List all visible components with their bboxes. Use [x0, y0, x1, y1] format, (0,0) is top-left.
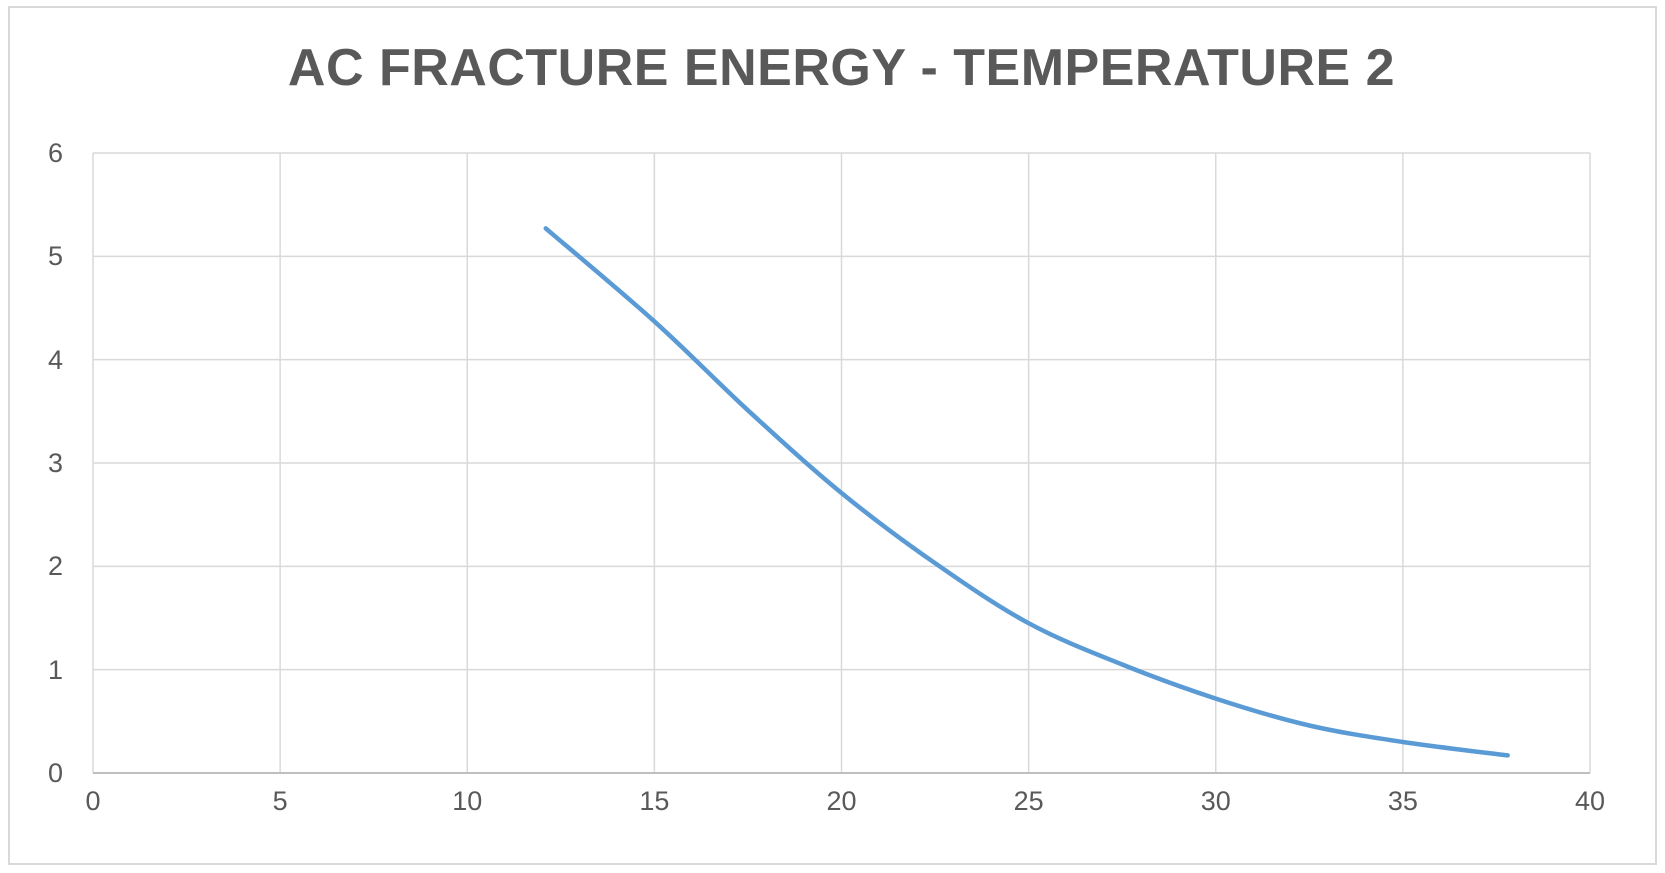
- y-tick-label: 5: [47, 241, 63, 272]
- x-tick-label: 15: [639, 786, 670, 816]
- series-line: [543, 226, 1510, 758]
- x-tick-label: 35: [1387, 786, 1418, 816]
- x-tick-label: 40: [1574, 786, 1606, 816]
- chart-title: AC FRACTURE ENERGY - TEMPERATURE 2: [287, 39, 1396, 97]
- x-tick-label: 20: [826, 786, 857, 816]
- chart-frame: [8, 6, 1657, 865]
- gridlines: [92, 152, 1591, 773]
- y-tick-label: 0: [47, 758, 63, 788]
- y-tick-label: 2: [47, 551, 63, 582]
- x-tick-label: 0: [85, 786, 101, 816]
- y-tick-label: 4: [47, 344, 63, 375]
- y-tick-label: 3: [47, 448, 63, 478]
- x-tick-label: 10: [452, 786, 483, 816]
- x-tick-label: 30: [1200, 786, 1231, 816]
- y-tick-label: 1: [47, 654, 63, 685]
- x-tick-label: 25: [1013, 786, 1044, 816]
- y-tick-label: 6: [47, 138, 63, 168]
- x-tick-label: 5: [272, 786, 288, 816]
